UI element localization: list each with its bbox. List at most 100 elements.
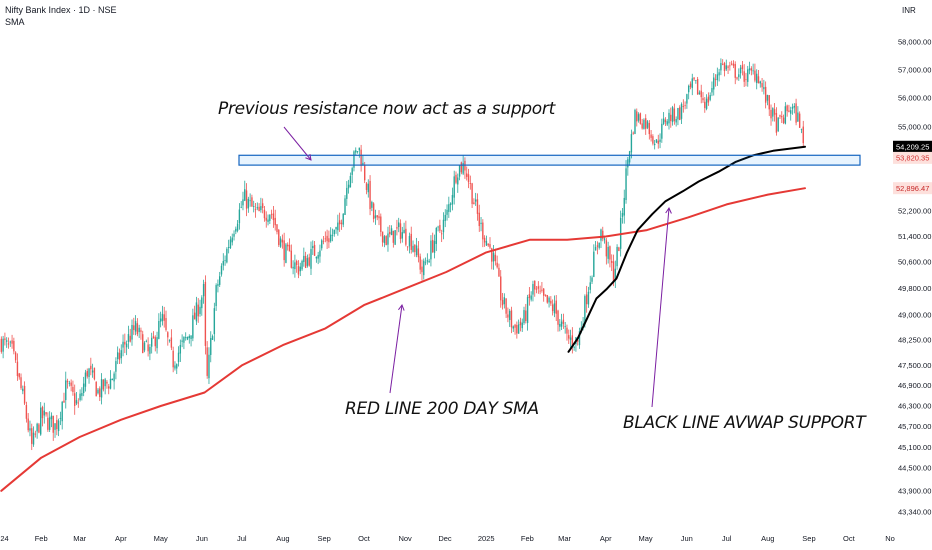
candle <box>800 128 803 134</box>
annotation-avwap: BLACK LINE AVWAP SUPPORT <box>623 413 866 433</box>
candle-body <box>442 219 445 233</box>
candle-body <box>562 319 565 324</box>
y-tick-label: 52,200.00 <box>898 207 931 216</box>
candle <box>412 240 414 253</box>
candle-body <box>711 88 713 93</box>
candle-body <box>11 340 13 344</box>
candle <box>687 84 690 100</box>
candle <box>304 251 307 269</box>
candle-body <box>120 350 122 359</box>
candle <box>396 219 398 236</box>
y-tick-label: 50,600.00 <box>898 258 931 267</box>
candle <box>156 331 158 354</box>
candle <box>57 418 60 437</box>
candle <box>274 209 276 231</box>
candle <box>526 294 529 331</box>
candle <box>355 147 357 156</box>
candle-body <box>396 227 398 229</box>
candle-body <box>358 147 361 151</box>
candle-body <box>455 174 457 183</box>
time-axis[interactable]: 2024 Feb Mar Apr May Jun Jul Aug Sep Oct Nov Dec 202… <box>0 534 895 543</box>
candle-body <box>718 72 720 76</box>
currency-label[interactable]: INR <box>902 6 916 15</box>
candle <box>720 58 722 76</box>
candle-body <box>195 302 198 322</box>
price-axis[interactable]: 43,340.00 43,900.00 44,500.00 45,100.00 45,7… <box>898 38 931 517</box>
candle-body <box>444 214 446 221</box>
candle <box>244 180 246 202</box>
candle <box>489 237 491 250</box>
candle-body <box>589 282 591 290</box>
candle-body <box>220 265 223 275</box>
candle <box>172 346 174 373</box>
candle <box>111 378 114 381</box>
candle-body <box>188 336 190 339</box>
candle-body <box>346 187 348 199</box>
candle <box>297 260 300 279</box>
candle <box>351 166 353 184</box>
candle <box>122 334 124 357</box>
candle <box>550 296 552 306</box>
candle-body <box>512 326 514 329</box>
candle <box>183 336 185 350</box>
candle <box>367 179 369 198</box>
candle-body <box>800 128 803 130</box>
candle <box>773 103 776 122</box>
candle-body <box>602 230 604 239</box>
candle <box>150 332 153 354</box>
x-tick-label: Mar <box>558 534 571 543</box>
candle <box>25 401 28 423</box>
sma-200-line <box>0 187 806 492</box>
indicator-legend-sma[interactable]: SMA <box>5 17 25 27</box>
candle-body <box>136 323 139 335</box>
candle-body <box>772 108 774 117</box>
candle-body <box>759 81 761 84</box>
candle-body <box>335 227 337 230</box>
candle <box>747 65 749 87</box>
candle-body <box>383 236 386 244</box>
candle-body <box>727 66 729 68</box>
candle <box>437 225 439 232</box>
candle <box>666 119 668 126</box>
candle <box>383 234 386 248</box>
candle <box>358 147 361 158</box>
candle <box>505 298 507 318</box>
candle-body <box>360 149 362 166</box>
candle-body <box>14 352 17 361</box>
y-tick-label: 49,800.00 <box>898 284 931 293</box>
candle <box>777 117 779 133</box>
candle <box>675 116 677 127</box>
candle <box>299 262 301 277</box>
candle-body <box>156 337 158 349</box>
candle <box>240 201 242 209</box>
candle <box>242 191 244 211</box>
candle <box>530 291 532 302</box>
candle-body <box>389 231 391 235</box>
candle-body <box>158 321 160 339</box>
candle-body <box>705 98 708 109</box>
candle <box>215 283 217 311</box>
candle <box>478 204 480 232</box>
candle-body <box>256 207 258 209</box>
candle-body <box>70 382 72 386</box>
candle <box>602 226 604 242</box>
candle <box>322 235 325 245</box>
candle-body <box>48 417 51 430</box>
candle <box>38 423 40 434</box>
candle-body <box>752 70 754 72</box>
candle-body <box>516 325 518 334</box>
candle-body <box>784 106 787 124</box>
candle <box>569 329 572 349</box>
candle-body <box>295 260 298 266</box>
candle <box>696 76 699 95</box>
candle <box>539 285 541 295</box>
candle <box>134 315 137 336</box>
candle-body <box>122 341 124 348</box>
candle-body <box>630 134 633 153</box>
candle <box>90 357 92 376</box>
candle-body <box>528 294 531 299</box>
candle-body <box>764 86 767 103</box>
candle-body <box>394 230 396 245</box>
candle <box>546 294 548 304</box>
